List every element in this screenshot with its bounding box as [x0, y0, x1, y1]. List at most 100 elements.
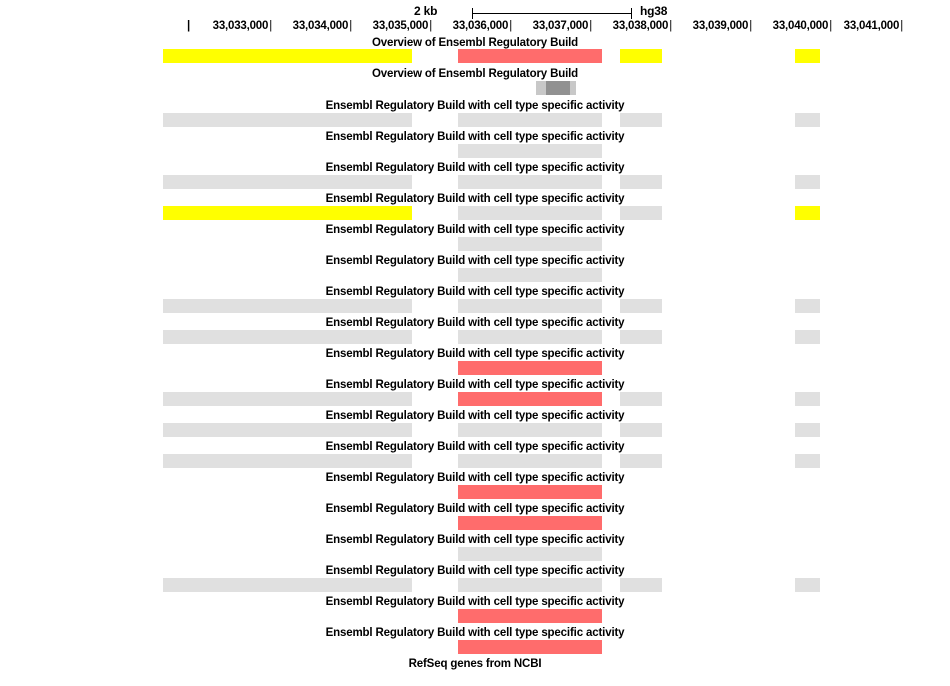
track-label-celltype-10[interactable]: Ensembl Regulatory Build with cell type … [325, 379, 625, 391]
regulatory-feature-block[interactable] [536, 81, 546, 95]
regulatory-feature-block[interactable] [458, 640, 602, 654]
regulatory-feature-block[interactable] [163, 175, 412, 189]
feature-lane-celltype-16 [0, 578, 950, 592]
regulatory-feature-block[interactable] [458, 454, 602, 468]
regulatory-feature-block[interactable] [795, 113, 820, 127]
regulatory-feature-block[interactable] [163, 392, 412, 406]
ruler-tick-mark: | [829, 20, 832, 32]
ruler-tick-label: 33,035,000 [372, 20, 429, 32]
track-label-celltype-14[interactable]: Ensembl Regulatory Build with cell type … [325, 503, 625, 515]
regulatory-feature-block[interactable] [795, 423, 820, 437]
track-label-celltype-3[interactable]: Ensembl Regulatory Build with cell type … [325, 162, 625, 174]
track-label-celltype-17[interactable]: Ensembl Regulatory Build with cell type … [325, 596, 625, 608]
regulatory-feature-block[interactable] [620, 299, 662, 313]
regulatory-feature-block[interactable] [458, 330, 602, 344]
scale-bar-row: 2 kb hg38 [0, 2, 950, 20]
regulatory-feature-block[interactable] [620, 175, 662, 189]
regulatory-feature-block[interactable] [570, 81, 576, 95]
track-label-celltype-16[interactable]: Ensembl Regulatory Build with cell type … [325, 565, 625, 577]
regulatory-feature-block[interactable] [458, 578, 602, 592]
track-label-celltype-8[interactable]: Ensembl Regulatory Build with cell type … [325, 317, 625, 329]
regulatory-feature-block[interactable] [546, 81, 570, 95]
track-label-celltype-2[interactable]: Ensembl Regulatory Build with cell type … [325, 131, 625, 143]
regulatory-feature-block[interactable] [458, 237, 602, 251]
feature-lane-celltype-18 [0, 640, 950, 654]
regulatory-feature-block[interactable] [795, 49, 820, 63]
ruler-tick: 33,039,000| [692, 19, 753, 34]
regulatory-feature-block[interactable] [458, 485, 602, 499]
ruler-tick-mark: | [429, 20, 432, 32]
regulatory-feature-block[interactable] [458, 49, 602, 63]
regulatory-feature-block[interactable] [163, 454, 412, 468]
track-label-celltype-7[interactable]: Ensembl Regulatory Build with cell type … [325, 286, 625, 298]
coordinate-ruler[interactable]: | 33,033,000| 33,034,000| 33,035,000| 33,036… [0, 19, 950, 35]
track-label-celltype-6[interactable]: Ensembl Regulatory Build with cell type … [325, 255, 625, 267]
regulatory-feature-block[interactable] [163, 49, 412, 63]
regulatory-feature-block[interactable] [795, 299, 820, 313]
feature-lane-celltype-12 [0, 454, 950, 468]
regulatory-feature-block[interactable] [458, 113, 602, 127]
regulatory-feature-block[interactable] [620, 330, 662, 344]
regulatory-feature-block[interactable] [458, 206, 602, 220]
regulatory-feature-block[interactable] [795, 206, 820, 220]
regulatory-feature-block[interactable] [458, 423, 602, 437]
regulatory-feature-block[interactable] [458, 361, 602, 375]
regulatory-feature-block[interactable] [163, 330, 412, 344]
regulatory-feature-block[interactable] [163, 299, 412, 313]
feature-lane-celltype-13 [0, 485, 950, 499]
ruler-tick: 33,035,000| [372, 19, 433, 34]
regulatory-feature-block[interactable] [458, 516, 602, 530]
track-label-celltype-12[interactable]: Ensembl Regulatory Build with cell type … [325, 441, 625, 453]
track-label-celltype-1[interactable]: Ensembl Regulatory Build with cell type … [325, 100, 625, 112]
feature-lane-overview-1 [0, 49, 950, 63]
regulatory-feature-block[interactable] [458, 144, 602, 158]
ruler-tick-mark: | [269, 20, 272, 32]
regulatory-feature-block[interactable] [163, 113, 412, 127]
regulatory-feature-block[interactable] [620, 578, 662, 592]
feature-lane-celltype-3 [0, 175, 950, 189]
track-label-celltype-15[interactable]: Ensembl Regulatory Build with cell type … [325, 534, 625, 546]
regulatory-feature-block[interactable] [163, 423, 412, 437]
regulatory-feature-block[interactable] [620, 454, 662, 468]
regulatory-feature-block[interactable] [795, 175, 820, 189]
ruler-tick-mark: | [349, 20, 352, 32]
track-label-celltype-18[interactable]: Ensembl Regulatory Build with cell type … [325, 627, 625, 639]
regulatory-feature-block[interactable] [795, 330, 820, 344]
regulatory-feature-block[interactable] [620, 423, 662, 437]
scale-bar-length-label: 2 kb [414, 4, 438, 18]
regulatory-feature-block[interactable] [458, 268, 602, 282]
regulatory-feature-block[interactable] [163, 578, 412, 592]
ruler-tick: 33,034,000| [293, 19, 353, 34]
track-label-overview-1[interactable]: Overview of Ensembl Regulatory Build [371, 37, 579, 49]
feature-lane-celltype-7 [0, 299, 950, 313]
regulatory-feature-block[interactable] [458, 175, 602, 189]
track-label-celltype-4[interactable]: Ensembl Regulatory Build with cell type … [325, 193, 625, 205]
regulatory-feature-block[interactable] [795, 392, 820, 406]
ruler-tick-leading: | [186, 20, 190, 32]
track-label-celltype-11[interactable]: Ensembl Regulatory Build with cell type … [325, 410, 625, 422]
ruler-tick: 33,041,000| [844, 19, 904, 34]
regulatory-feature-block[interactable] [458, 392, 602, 406]
regulatory-feature-block[interactable] [620, 392, 662, 406]
regulatory-feature-block[interactable] [458, 299, 602, 313]
track-label-celltype-9[interactable]: Ensembl Regulatory Build with cell type … [325, 348, 625, 360]
regulatory-feature-block[interactable] [620, 206, 662, 220]
track-label-overview-2[interactable]: Overview of Ensembl Regulatory Build [371, 68, 579, 80]
regulatory-feature-block[interactable] [795, 454, 820, 468]
track-label-celltype-13[interactable]: Ensembl Regulatory Build with cell type … [325, 472, 625, 484]
ruler-tick: 33,033,000| [213, 19, 273, 34]
track-label-celltype-5[interactable]: Ensembl Regulatory Build with cell type … [325, 224, 625, 236]
regulatory-feature-block[interactable] [458, 547, 602, 561]
feature-lane-celltype-5 [0, 237, 950, 251]
regulatory-feature-block[interactable] [620, 113, 662, 127]
feature-lane-overview-2 [0, 81, 950, 95]
regulatory-feature-block[interactable] [620, 49, 662, 63]
regulatory-feature-block[interactable] [163, 206, 412, 220]
ruler-tick-label: 33,039,000 [692, 20, 749, 32]
ruler-tick-label: 33,037,000 [532, 20, 589, 32]
regulatory-feature-block[interactable] [795, 578, 820, 592]
regulatory-feature-block[interactable] [458, 609, 602, 623]
track-label-refseq-genes[interactable]: RefSeq genes from NCBI [408, 658, 542, 670]
feature-lane-celltype-10 [0, 392, 950, 406]
